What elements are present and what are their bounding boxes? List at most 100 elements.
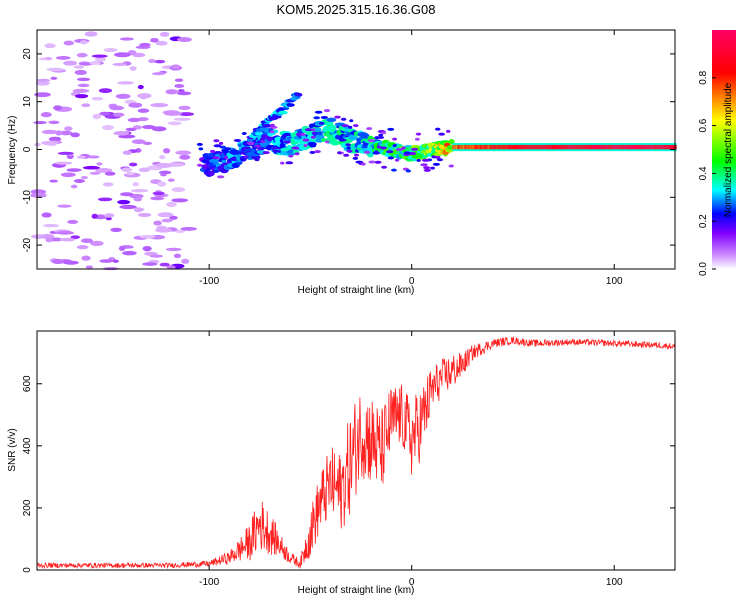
ridge-scatter-blob bbox=[201, 164, 210, 168]
band-core bbox=[518, 144, 520, 150]
noise-blob bbox=[174, 229, 186, 233]
noise-blob bbox=[175, 150, 192, 155]
noise-blob bbox=[89, 61, 101, 66]
band-core bbox=[523, 144, 525, 150]
ridge-scatter-blob bbox=[291, 146, 300, 150]
band-core bbox=[557, 144, 560, 150]
noise-blob bbox=[165, 247, 182, 252]
band-core bbox=[467, 144, 470, 150]
ridge-scatter-blob bbox=[219, 145, 226, 149]
noise-blob bbox=[91, 213, 98, 219]
band-core bbox=[539, 144, 541, 150]
ridge-scatter-blob bbox=[198, 147, 204, 151]
ridge-scatter-blob bbox=[431, 155, 437, 159]
ridge-scatter-blob bbox=[446, 129, 451, 133]
band-core bbox=[670, 144, 673, 150]
band-core bbox=[507, 144, 510, 150]
band-core bbox=[487, 144, 490, 150]
band-core bbox=[582, 144, 585, 150]
noise-blob bbox=[155, 227, 172, 233]
noise-blob bbox=[118, 134, 136, 139]
ridge-scatter-blob bbox=[267, 144, 274, 148]
ridge-scatter-blob bbox=[314, 110, 323, 114]
ridge-scatter-blob bbox=[324, 140, 330, 144]
band-core bbox=[622, 144, 625, 150]
noise-blob bbox=[84, 31, 98, 37]
band-core bbox=[528, 144, 530, 150]
noise-blob bbox=[33, 121, 47, 125]
band-core bbox=[569, 144, 572, 150]
band-core bbox=[554, 144, 557, 150]
band-core bbox=[592, 144, 595, 150]
noise-blob bbox=[91, 54, 108, 58]
noise-blob bbox=[152, 191, 165, 196]
noise-blob bbox=[46, 67, 64, 72]
band-core bbox=[626, 144, 629, 150]
ridge-blob bbox=[447, 145, 454, 150]
noise-blob bbox=[72, 88, 90, 93]
ridge-scatter-blob bbox=[448, 164, 454, 168]
ridge-scatter-blob bbox=[196, 163, 203, 167]
band-core bbox=[648, 144, 651, 150]
ridge-scatter-blob bbox=[392, 137, 397, 141]
noise-blob bbox=[117, 199, 131, 205]
snr-xtick-label: -100 bbox=[199, 577, 219, 588]
band-core bbox=[535, 144, 537, 150]
band-core bbox=[606, 144, 608, 150]
band-core bbox=[521, 144, 523, 150]
noise-blob bbox=[41, 233, 55, 239]
band-core bbox=[656, 144, 659, 150]
ridge-scatter-blob bbox=[202, 166, 207, 170]
ridge-scatter-blob bbox=[213, 139, 220, 143]
ridge-blob bbox=[233, 150, 241, 155]
ridge-scatter-blob bbox=[314, 150, 321, 154]
band-core bbox=[591, 144, 594, 150]
noise-blob bbox=[137, 108, 150, 113]
band-core bbox=[663, 144, 666, 150]
band-core bbox=[593, 144, 596, 150]
band-core bbox=[559, 144, 562, 150]
noise-blob bbox=[130, 188, 149, 193]
ridge-scatter-blob bbox=[243, 155, 249, 159]
band-core bbox=[465, 144, 468, 150]
colorbar-tick-label: 0.8 bbox=[698, 70, 709, 84]
noise-blob bbox=[120, 192, 134, 197]
band-core bbox=[475, 144, 478, 150]
noise-blob bbox=[76, 155, 87, 159]
noise-blob bbox=[51, 258, 65, 265]
chart-title: KOM5.2025.315.16.36.G08 bbox=[276, 2, 435, 17]
ridge-blob bbox=[329, 126, 335, 133]
noise-blob bbox=[112, 62, 127, 67]
ridge-scatter-blob bbox=[345, 143, 351, 147]
band-core bbox=[565, 144, 568, 150]
band-core bbox=[529, 144, 531, 150]
band-core bbox=[608, 144, 610, 150]
band-core bbox=[668, 144, 671, 150]
band-core bbox=[671, 144, 674, 150]
noise-blob bbox=[125, 127, 137, 132]
ridge-scatter-blob bbox=[423, 168, 431, 172]
band-core bbox=[530, 144, 532, 150]
band-core bbox=[602, 144, 604, 150]
noise-blob bbox=[167, 178, 175, 182]
band-core bbox=[669, 144, 672, 150]
band-core bbox=[537, 144, 539, 150]
noise-blob bbox=[81, 255, 91, 261]
noise-blob bbox=[166, 201, 177, 208]
ridge-scatter-blob bbox=[438, 132, 445, 136]
ridge-scatter-blob bbox=[420, 163, 428, 167]
band-core bbox=[560, 144, 563, 150]
noise-blob bbox=[122, 150, 133, 155]
band-core bbox=[675, 144, 677, 150]
noise-blob bbox=[40, 112, 52, 118]
band-core bbox=[665, 144, 668, 150]
spectrogram-ridge-blobs bbox=[196, 92, 456, 179]
band-core bbox=[482, 144, 485, 150]
colorbar-ticks: 0.0 0.2 0.4 0.6 0.8 bbox=[698, 70, 716, 276]
band-core bbox=[568, 144, 571, 150]
ridge-scatter-blob bbox=[280, 161, 285, 165]
noise-blob bbox=[113, 52, 131, 58]
spectrogram-ytick-label: -10 bbox=[22, 190, 33, 205]
ridge-scatter-blob bbox=[381, 165, 387, 169]
band-core bbox=[531, 144, 533, 150]
